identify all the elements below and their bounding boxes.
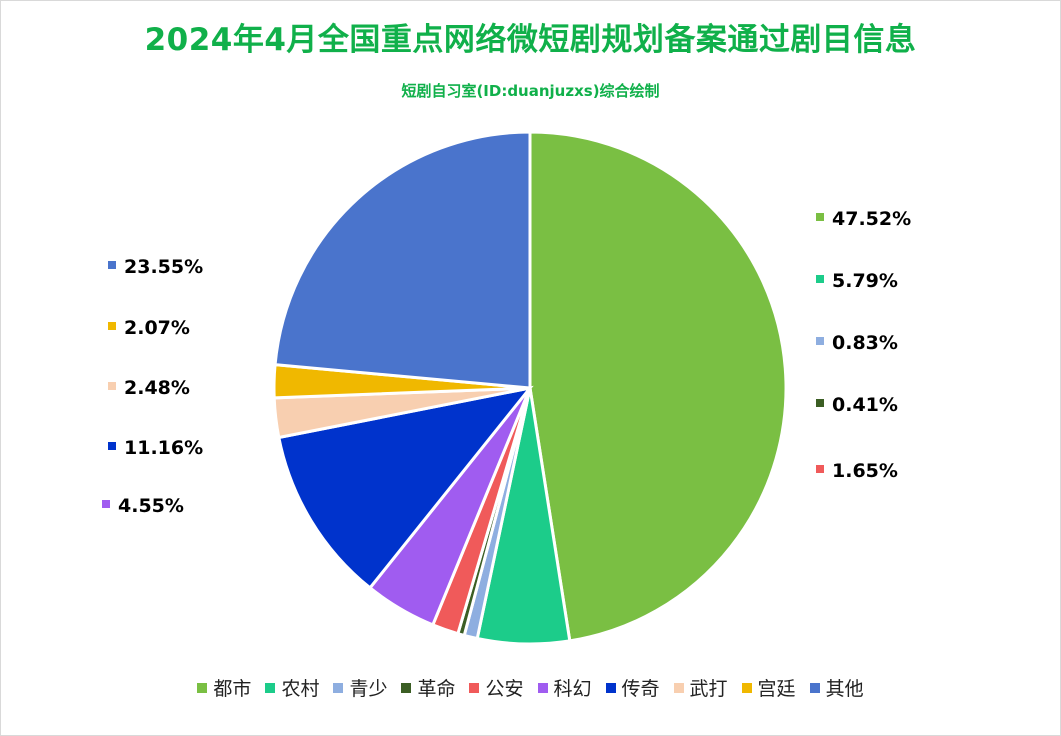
legend-swatch-7 xyxy=(605,682,616,693)
data-label-marker-9 xyxy=(108,322,116,330)
legend-item-10: 其他 xyxy=(809,674,864,701)
pie-slice-1 xyxy=(528,130,788,643)
data-label-8: 2.48% xyxy=(124,377,190,399)
legend-label-5: 公安 xyxy=(485,678,524,700)
pie-slices xyxy=(272,130,788,646)
data-label-marker-3 xyxy=(816,337,824,345)
pie-labels: 47.52% 5.79% 0.83% 0.41% 1.65% 4.55% 11.16% 2.4… xyxy=(102,208,911,517)
legend-label-1: 都市 xyxy=(213,678,252,700)
legend-swatch-2 xyxy=(265,682,276,693)
data-label-4: 0.41% xyxy=(832,394,898,416)
chart-legend: 都市 农村 青少 革命 公安 科幻 传奇 武打 宫廷 其他 xyxy=(0,674,1061,701)
legend-item-2: 农村 xyxy=(265,674,319,701)
chart-subtitle: 短剧自习室(ID:duanjuzxs)综合绘制 xyxy=(401,82,660,100)
legend-label-9: 宫廷 xyxy=(757,678,796,700)
data-label-6: 4.55% xyxy=(118,495,184,517)
legend-item-8: 武打 xyxy=(673,674,728,701)
data-label-7: 11.16% xyxy=(124,437,203,459)
data-label-marker-2 xyxy=(816,275,824,283)
legend-label-4: 革命 xyxy=(417,678,456,700)
legend-item-9: 宫廷 xyxy=(741,674,796,701)
legend-item-4: 革命 xyxy=(401,674,455,701)
chart-title: 2024年4月全国重点网络微短剧规划备案通过剧目信息 xyxy=(144,22,917,58)
legend-swatch-9 xyxy=(741,682,752,693)
data-label-5: 1.65% xyxy=(832,460,898,482)
data-label-2: 5.79% xyxy=(832,270,898,292)
data-label-marker-1 xyxy=(816,213,824,221)
data-label-marker-4 xyxy=(816,399,824,407)
data-label-marker-8 xyxy=(108,382,116,390)
legend-item-5: 公安 xyxy=(469,674,524,701)
legend-label-8: 武打 xyxy=(689,678,728,700)
legend-swatch-3 xyxy=(333,682,344,693)
data-label-9: 2.07% xyxy=(124,317,190,339)
legend-label-7: 传奇 xyxy=(621,678,660,700)
legend-swatch-10 xyxy=(809,682,820,693)
legend-item-6: 科幻 xyxy=(537,674,592,701)
data-label-3: 0.83% xyxy=(832,332,898,354)
data-label-1: 47.52% xyxy=(832,208,911,230)
legend-label-6: 科幻 xyxy=(553,678,592,700)
legend-label-3: 青少 xyxy=(349,678,388,700)
legend-swatch-6 xyxy=(537,682,548,693)
legend-label-10: 其他 xyxy=(825,678,864,700)
data-label-marker-5 xyxy=(816,465,824,473)
legend-swatch-8 xyxy=(673,682,684,693)
legend-item-7: 传奇 xyxy=(605,674,660,701)
legend-swatch-1 xyxy=(197,682,208,693)
legend-swatch-5 xyxy=(469,682,480,693)
data-label-10: 23.55% xyxy=(124,256,203,278)
legend-item-3: 青少 xyxy=(333,674,387,701)
legend-item-1: 都市 xyxy=(197,674,251,701)
legend-swatch-4 xyxy=(401,682,412,693)
data-label-marker-6 xyxy=(102,500,110,508)
data-label-marker-10 xyxy=(108,261,116,269)
data-label-marker-7 xyxy=(108,442,116,450)
pie-slice-7 xyxy=(277,385,534,590)
legend-label-2: 农村 xyxy=(281,678,320,700)
pie-slice-10 xyxy=(273,130,532,390)
